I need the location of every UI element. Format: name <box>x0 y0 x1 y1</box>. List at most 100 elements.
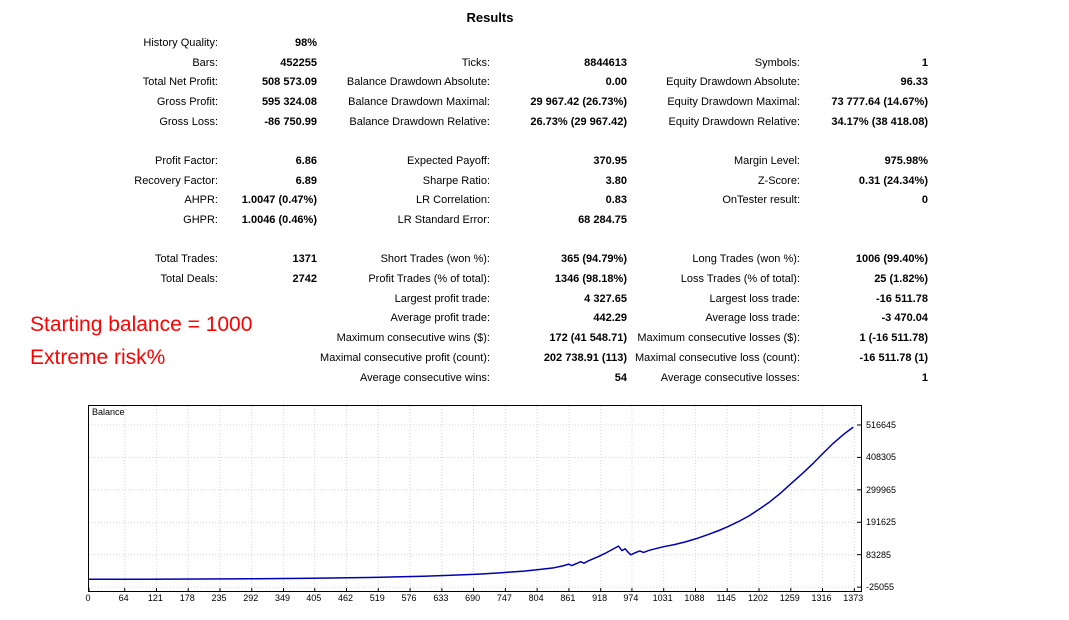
stat-label <box>627 210 800 230</box>
stat-value: 975.98% <box>884 154 928 167</box>
stat-value: 96.33 <box>900 76 928 89</box>
y-axis-tick-label: 191625 <box>866 517 897 528</box>
x-axis-tick-label: 576 <box>401 593 417 603</box>
annotation-note: Starting balance = 1000 Extreme risk% <box>30 308 252 374</box>
stat-label: Bars: <box>192 56 218 69</box>
stat-value: 0.31 (24.34%) <box>858 174 928 187</box>
stat-label: Maximal consecutive loss (count): <box>634 351 800 364</box>
page-title: Results <box>466 10 514 25</box>
stat-value <box>490 230 627 250</box>
stat-label <box>317 230 490 250</box>
x-axis-tick-label: 121 <box>147 593 163 603</box>
stat-label: Ticks: <box>461 56 490 69</box>
stat-label: Loss Trades (% of total): <box>680 273 800 286</box>
stat-label: Long Trades (won %): <box>692 253 800 266</box>
stat-label: OnTester result: <box>722 194 800 207</box>
stat-value: 26.73% (29 967.42) <box>530 115 627 128</box>
stat-label: GHPR: <box>183 214 218 227</box>
stat-label: Gross Profit: <box>156 95 218 108</box>
stat-label: Average consecutive losses: <box>660 371 800 384</box>
stat-value: 172 (41 548.71) <box>549 332 627 345</box>
x-axis-tick-label: 235 <box>211 593 227 603</box>
stat-value: 3.80 <box>605 174 627 187</box>
stat-label: Equity Drawdown Absolute: <box>666 76 800 89</box>
x-axis-tick-label: 1088 <box>684 593 705 603</box>
stat-value: 1.0046 (0.46%) <box>241 214 317 227</box>
stat-label: Z-Score: <box>757 174 800 187</box>
x-axis-labels: 0 64 121 178 235 292 349 405 462 519 576 633 690 747 8… <box>85 593 888 605</box>
stat-value: 8844613 <box>584 56 627 69</box>
stat-value: 68 284.75 <box>578 214 627 227</box>
stat-value: 365 (94.79%) <box>560 253 627 266</box>
stat-label: History Quality: <box>143 36 218 49</box>
stats-grid: History Quality: 98% Bars: 452255 Ticks: 8844… <box>90 33 928 387</box>
stat-value: 1 (-16 511.78) <box>859 332 929 345</box>
x-axis-tick-label: 918 <box>592 593 608 603</box>
stat-value: 1371 <box>292 253 317 266</box>
stat-value: -16 511.78 <box>876 292 928 305</box>
stat-value: 442.29 <box>593 312 627 325</box>
stat-label: Total Trades: <box>155 253 218 266</box>
stat-value: 1006 (99.40%) <box>855 253 928 266</box>
stat-value: 1.0047 (0.47%) <box>241 194 317 207</box>
stat-label: Symbols: <box>754 56 800 69</box>
stat-label: Profit Trades (% of total): <box>368 273 490 286</box>
x-axis-tick-label: 1316 <box>811 593 832 603</box>
y-axis-tick-label: 83285 <box>866 549 892 560</box>
stat-label: Largest profit trade: <box>394 292 490 305</box>
x-axis-tick-label: 405 <box>306 593 322 603</box>
chart-series-label: Balance <box>92 407 125 417</box>
stat-label: Expected Payoff: <box>407 154 490 167</box>
stat-label: Average consecutive wins: <box>359 371 490 384</box>
stat-label: Sharpe Ratio: <box>422 174 490 187</box>
stat-value: 1346 (98.18%) <box>554 273 627 286</box>
stat-label: Balance Drawdown Absolute: <box>346 76 490 89</box>
x-axis-tick-label: 861 <box>560 593 576 603</box>
stat-label: Equity Drawdown Relative: <box>668 115 800 128</box>
x-axis-tick-label: 1031 <box>652 593 673 603</box>
stat-value: 4 327.65 <box>584 292 627 305</box>
x-axis-tick-label: 64 <box>118 593 129 603</box>
x-axis-tick-label: 1373 <box>843 593 864 603</box>
stat-value: -86 750.99 <box>264 115 317 128</box>
annotation-line-1: Starting balance = 1000 <box>30 313 253 336</box>
y-axis-tick-label: 408305 <box>866 452 897 463</box>
stat-label: Largest loss trade: <box>709 292 801 305</box>
stat-label: Total Deals: <box>160 273 218 286</box>
stat-value: 1 <box>921 371 928 384</box>
stat-label <box>627 230 800 250</box>
balance-curve <box>89 426 854 581</box>
stat-label <box>90 131 218 151</box>
stat-value: 1 <box>921 56 928 69</box>
stat-label: Margin Level: <box>733 154 800 167</box>
x-axis-tick-label: 178 <box>179 593 195 603</box>
stat-label <box>627 131 800 151</box>
stat-value: -16 511.78 (1) <box>859 351 929 364</box>
stat-label: Equity Drawdown Maximal: <box>667 95 800 108</box>
y-axis-tick-label: 299965 <box>866 484 897 495</box>
stat-label: Average loss trade: <box>705 312 800 325</box>
stat-value <box>218 230 317 250</box>
stat-label <box>627 33 800 53</box>
x-axis-tick-label: 747 <box>496 593 512 603</box>
x-axis-tick-label: 292 <box>243 593 259 603</box>
stat-value <box>218 131 317 151</box>
stat-label: Gross Loss: <box>159 115 218 128</box>
stat-value: 370.95 <box>593 154 627 167</box>
stat-value: 6.86 <box>295 154 317 167</box>
stat-value <box>490 33 627 53</box>
stat-value: 202 738.91 (113) <box>543 351 627 364</box>
stat-value: 0.00 <box>605 76 627 89</box>
stat-value: 6.89 <box>295 174 317 187</box>
stat-label: Average profit trade: <box>390 312 490 325</box>
stat-value: 34.17% (38 418.08) <box>831 115 928 128</box>
y-axis-labels: 516645 408305 299965 191625 83285 -25055 <box>866 405 930 597</box>
balance-curve-svg <box>89 406 861 591</box>
stat-value: 98% <box>294 36 317 49</box>
stat-label: Maximal consecutive profit (count): <box>320 351 490 364</box>
stat-value: 54 <box>614 371 627 384</box>
stat-label: Recovery Factor: <box>134 174 218 187</box>
balance-chart[interactable]: Balance <box>88 405 862 592</box>
stat-label: Total Net Profit: <box>142 76 218 89</box>
stat-value: 0.83 <box>605 194 627 207</box>
